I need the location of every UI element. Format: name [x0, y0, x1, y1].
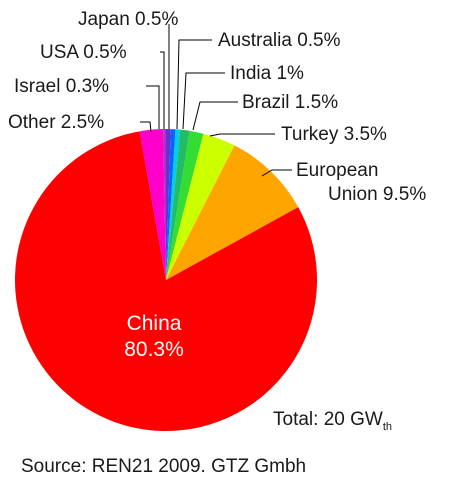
pie-slice-other: [139, 129, 166, 280]
leader-line-usa: [160, 51, 165, 129]
leader-line-india: [182, 72, 225, 130]
pie-slice-japan: [166, 129, 176, 280]
total-prefix: Total: 20 GW: [273, 409, 383, 430]
label-usa: USA 0.5%: [40, 42, 127, 63]
label-india: India 1%: [230, 63, 304, 84]
leader-line-brazil: [192, 101, 238, 131]
pie-slice-china: [15, 131, 318, 432]
leader-line-israel: [146, 85, 160, 129]
label-eu-line2: Union 9.5%: [328, 184, 426, 205]
pie-slices: [15, 128, 318, 432]
leader-line-turkey: [209, 133, 275, 137]
label-israel: Israel 0.3%: [14, 76, 109, 97]
label-australia: Australia 0.5%: [218, 30, 341, 51]
leader-line-australia: [176, 39, 212, 130]
pie-slice-brazil: [166, 130, 204, 280]
pie-slice-turkey: [166, 133, 235, 280]
label-brazil: Brazil 1.5%: [242, 92, 338, 113]
total-subscript: th: [383, 421, 392, 433]
pie-slice-australia: [166, 129, 181, 280]
pie-slice-european-union: [166, 145, 299, 280]
total-label: Total: 20 GWth: [273, 409, 392, 433]
label-other: Other 2.5%: [8, 112, 104, 133]
label-turkey: Turkey 3.5%: [281, 124, 387, 145]
leader-lines: [140, 24, 292, 177]
pie-slice-usa: [166, 128, 171, 280]
label-china: China: [127, 312, 182, 335]
label-china-value: 80.3%: [124, 338, 184, 361]
label-japan: Japan 0.5%: [78, 9, 178, 30]
leader-line-eu: [261, 169, 292, 177]
source-note: Source: REN21 2009. GTZ Gmbh: [21, 456, 306, 477]
label-eu-line1: European: [296, 160, 378, 181]
leader-line-other: [140, 121, 152, 133]
pie-slice-india: [166, 129, 190, 280]
pie-slice-israel: [163, 129, 166, 280]
